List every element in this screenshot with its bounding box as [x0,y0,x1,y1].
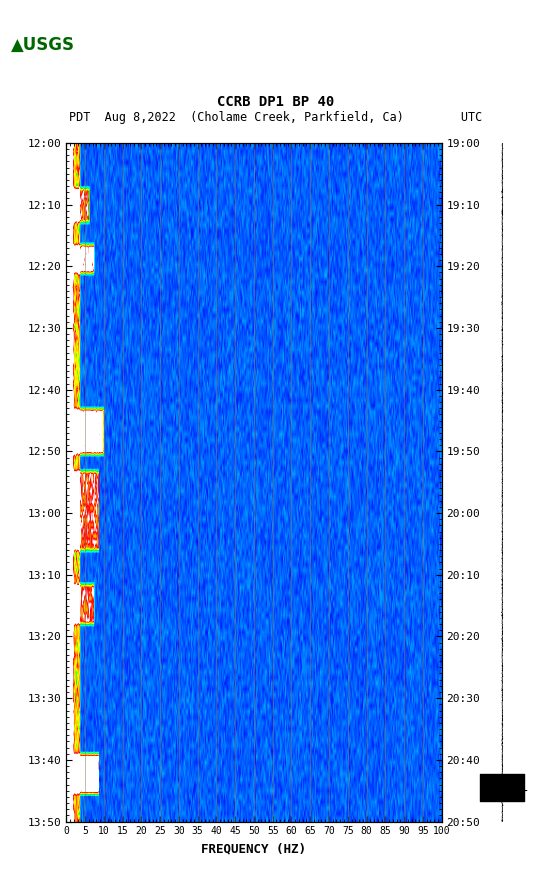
Text: CCRB DP1 BP 40: CCRB DP1 BP 40 [217,95,335,109]
X-axis label: FREQUENCY (HZ): FREQUENCY (HZ) [201,842,306,855]
Text: PDT  Aug 8,2022  (Cholame Creek, Parkfield, Ca)        UTC: PDT Aug 8,2022 (Cholame Creek, Parkfield… [70,112,482,124]
Text: ▲USGS: ▲USGS [11,36,75,54]
